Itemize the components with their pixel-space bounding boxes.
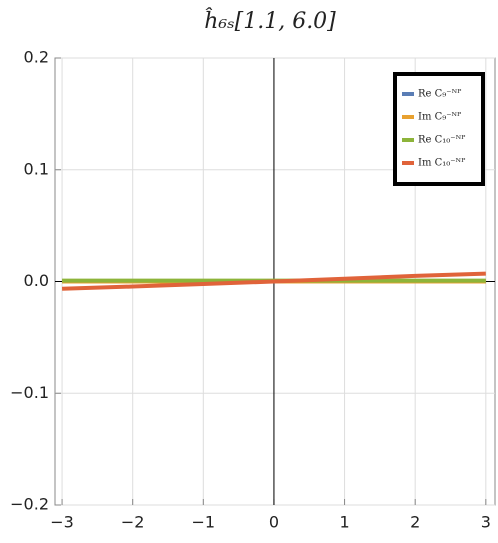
y-tick-label: 0.1 xyxy=(24,159,49,178)
legend-label: Im C₁₀⁻ᴺᴾ xyxy=(418,158,466,169)
chart-title: ĥ₆ₛ[1.1, 6.0] xyxy=(204,7,336,34)
y-tick-label: 0.2 xyxy=(24,48,49,67)
series-line xyxy=(61,271,486,291)
legend-label: Im C₉⁻ᴺᴾ xyxy=(418,112,462,123)
x-tick-label: −3 xyxy=(50,513,74,532)
x-tick-label: −2 xyxy=(121,513,145,532)
legend-label: Re C₁₀⁻ᴺᴾ xyxy=(418,135,466,146)
x-tick-label: 0 xyxy=(269,513,279,532)
x-tick-label: 3 xyxy=(481,513,491,532)
legend-label: Re C₉⁻ᴺᴾ xyxy=(418,89,462,100)
y-tick-label: 0.0 xyxy=(24,271,49,290)
x-tick-label: 1 xyxy=(339,513,349,532)
x-tick-label: −1 xyxy=(192,513,216,532)
y-tick-label: −0.2 xyxy=(10,495,49,514)
x-tick-label: 2 xyxy=(410,513,420,532)
y-tick-label: −0.1 xyxy=(10,383,49,402)
